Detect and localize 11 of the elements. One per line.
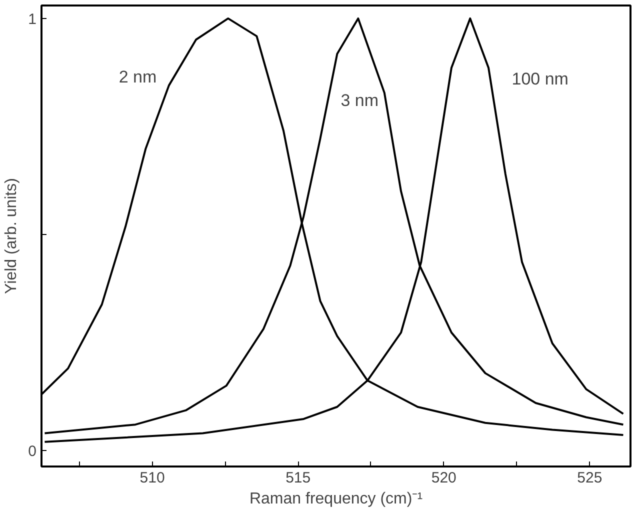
y-tick-label: 1 (28, 10, 36, 28)
x-axis-title: Raman frequency (cm)⁻¹ (249, 490, 423, 508)
series-label: 100 nm (512, 69, 568, 88)
x-tick-label: 525 (577, 470, 602, 486)
series-label: 3 nm (340, 91, 379, 110)
x-tick-label: 515 (286, 470, 311, 486)
x-tick-label: 520 (431, 470, 456, 486)
y-tick-label: 0 (28, 443, 36, 460)
x-tick-label: 510 (140, 470, 165, 486)
y-axis-title: Yield (arb. units) (3, 178, 20, 294)
series-label: 2 nm (118, 67, 157, 86)
